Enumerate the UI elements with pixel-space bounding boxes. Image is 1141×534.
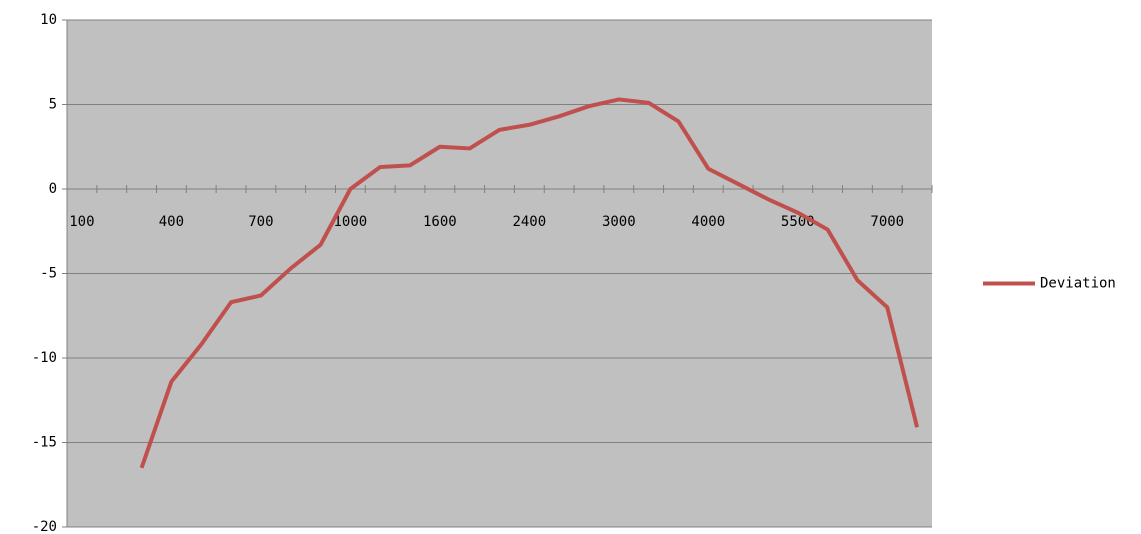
- y-tick-label: -5: [40, 266, 57, 282]
- y-tick-label: 10: [40, 12, 57, 28]
- y-tick-label: 0: [49, 181, 57, 197]
- legend-label: Deviation: [1040, 276, 1116, 292]
- data-line: [139, 97, 920, 469]
- y-tick-label: -15: [32, 435, 57, 451]
- x-tick-label: 100: [69, 214, 94, 230]
- y-tick-label: -10: [32, 350, 57, 366]
- x-tick-label: 5500: [781, 214, 815, 230]
- x-tick-label: 4000: [691, 214, 725, 230]
- y-tick-label: -20: [32, 519, 57, 534]
- x-tick-label: 400: [159, 214, 184, 230]
- y-tick-label: 5: [49, 97, 57, 113]
- x-tick-label: 7000: [870, 214, 904, 230]
- x-tick-label: 700: [248, 214, 273, 230]
- x-tick-label: 3000: [602, 214, 636, 230]
- x-tick-label: 1600: [423, 214, 457, 230]
- x-tick-label: 1000: [334, 214, 368, 230]
- x-tick-label: 2400: [512, 214, 546, 230]
